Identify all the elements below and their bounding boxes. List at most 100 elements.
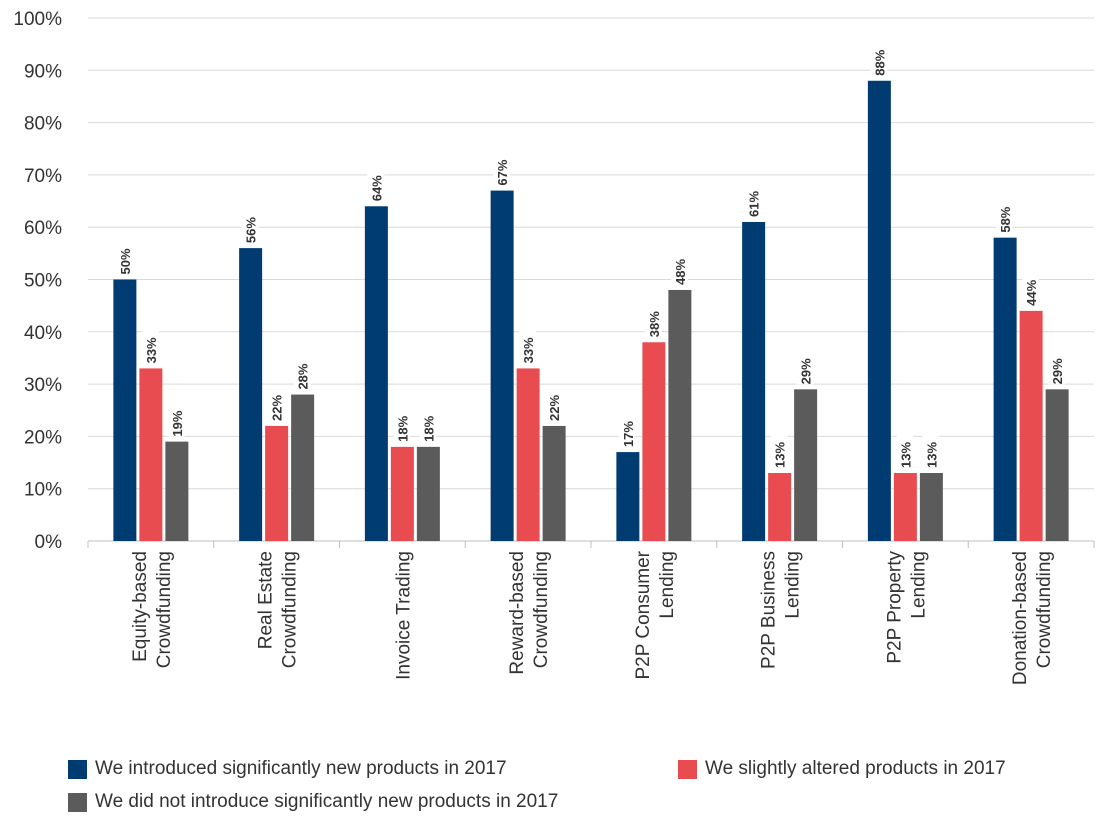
data-label-bg <box>167 400 185 437</box>
data-label-bg <box>644 301 662 338</box>
bar <box>642 342 666 541</box>
data-label: 44% <box>1024 279 1039 305</box>
data-label: 61% <box>747 191 762 217</box>
data-label: 33% <box>144 337 159 363</box>
legend-label-introduced: We introduced significantly new products… <box>95 758 507 779</box>
y-tick-label: 0% <box>35 532 63 553</box>
bar <box>390 446 414 541</box>
data-label: 13% <box>773 442 788 468</box>
bar <box>516 368 540 541</box>
data-label-bg <box>996 196 1014 233</box>
y-tick-label: 70% <box>24 166 62 187</box>
bar <box>139 368 163 541</box>
bar <box>893 473 917 541</box>
data-label-bg <box>1022 269 1040 306</box>
y-tick-label: 40% <box>24 323 62 344</box>
data-label: 22% <box>547 394 562 420</box>
bar <box>616 452 640 541</box>
bar <box>1019 310 1043 541</box>
x-tick-label: Real Estate <box>256 551 277 649</box>
data-label: 29% <box>799 358 814 384</box>
x-tick-label: Lending <box>783 551 804 619</box>
data-label: 48% <box>673 259 688 285</box>
data-label-bg <box>770 432 788 469</box>
data-label-bg <box>796 348 814 385</box>
data-label: 67% <box>495 159 510 185</box>
data-label-bg <box>367 165 385 202</box>
data-label: 17% <box>621 421 636 447</box>
x-tick-label: Invoice Trading <box>393 551 414 680</box>
x-tick-label: P2P Consumer <box>633 550 654 679</box>
bar <box>291 394 315 541</box>
data-label-bg <box>267 384 285 421</box>
x-tick-label: Lending <box>657 551 678 619</box>
bar <box>867 80 891 541</box>
data-label: 38% <box>647 311 662 337</box>
bar <box>542 425 566 541</box>
data-label-bg <box>870 39 888 76</box>
data-label-bg <box>1048 348 1066 385</box>
legend-label-altered: We slightly altered products in 2017 <box>705 758 1006 779</box>
bar <box>113 279 137 541</box>
x-tick-label: Lending <box>908 551 929 619</box>
data-label-bg <box>744 180 762 217</box>
x-tick-label: Crowdfunding <box>1034 551 1055 668</box>
x-tick-label: Crowdfunding <box>531 551 552 668</box>
data-label-bg <box>545 384 563 421</box>
data-label-bg <box>241 207 259 244</box>
bar <box>239 248 263 541</box>
data-label: 18% <box>395 415 410 441</box>
data-label: 19% <box>170 410 185 436</box>
data-label: 29% <box>1050 358 1065 384</box>
x-tick-label: Donation-based <box>1010 551 1031 685</box>
bar <box>1045 389 1069 541</box>
y-tick-label: 10% <box>24 480 62 501</box>
y-tick-label: 50% <box>24 271 62 292</box>
legend-swatch-not-introduced <box>68 792 87 812</box>
data-label: 18% <box>421 415 436 441</box>
legend-item-not-introduced: We did not introduce significantly new p… <box>68 791 558 813</box>
data-label-bg <box>618 411 636 448</box>
data-label: 56% <box>244 217 259 243</box>
x-tick-label: Crowdfunding <box>154 551 175 668</box>
bar <box>364 206 388 541</box>
bar <box>768 473 792 541</box>
data-label-bg <box>141 327 159 364</box>
bar <box>794 389 818 541</box>
x-tick-label: Equity-based <box>130 551 151 662</box>
legend: We introduced significantly new products… <box>68 758 1088 818</box>
x-tick-label: Crowdfunding <box>280 551 301 668</box>
data-label-bg <box>419 405 437 442</box>
y-tick-label: 90% <box>24 61 62 82</box>
data-label-bg <box>896 432 914 469</box>
y-tick-label: 30% <box>24 375 62 396</box>
data-label: 50% <box>118 248 133 274</box>
x-tick-label: P2P Business <box>759 551 780 669</box>
data-label-bg <box>115 238 133 275</box>
bar-chart: 0% 10% 20% 30% 40% 50% 60% 70% 80% 90% 100% 50% 33% 1… <box>13 9 1095 685</box>
data-label: 28% <box>296 363 311 389</box>
data-label-bg <box>519 327 537 364</box>
data-label-bg <box>670 248 688 285</box>
x-tick-label: Reward-based <box>507 551 528 675</box>
legend-item-altered: We slightly altered products in 2017 <box>678 758 1006 780</box>
x-tick-label: P2P Property <box>884 551 905 664</box>
data-label: 13% <box>924 442 939 468</box>
y-tick-label: 20% <box>24 427 62 448</box>
bar <box>416 446 440 541</box>
y-tick-label: 60% <box>24 218 62 239</box>
data-label: 88% <box>872 49 887 75</box>
y-tick-label: 100% <box>13 9 62 30</box>
data-label: 58% <box>998 206 1013 232</box>
legend-item-introduced: We introduced significantly new products… <box>68 758 507 780</box>
y-tick-label: 80% <box>24 114 62 135</box>
data-label-bg <box>293 353 311 390</box>
data-label-bg <box>393 405 411 442</box>
bar <box>490 190 514 541</box>
bar <box>993 237 1017 541</box>
bar <box>265 425 289 541</box>
legend-swatch-altered <box>678 759 697 779</box>
bar <box>919 473 943 541</box>
legend-label-not-introduced: We did not introduce significantly new p… <box>95 791 559 812</box>
bar <box>165 441 189 541</box>
